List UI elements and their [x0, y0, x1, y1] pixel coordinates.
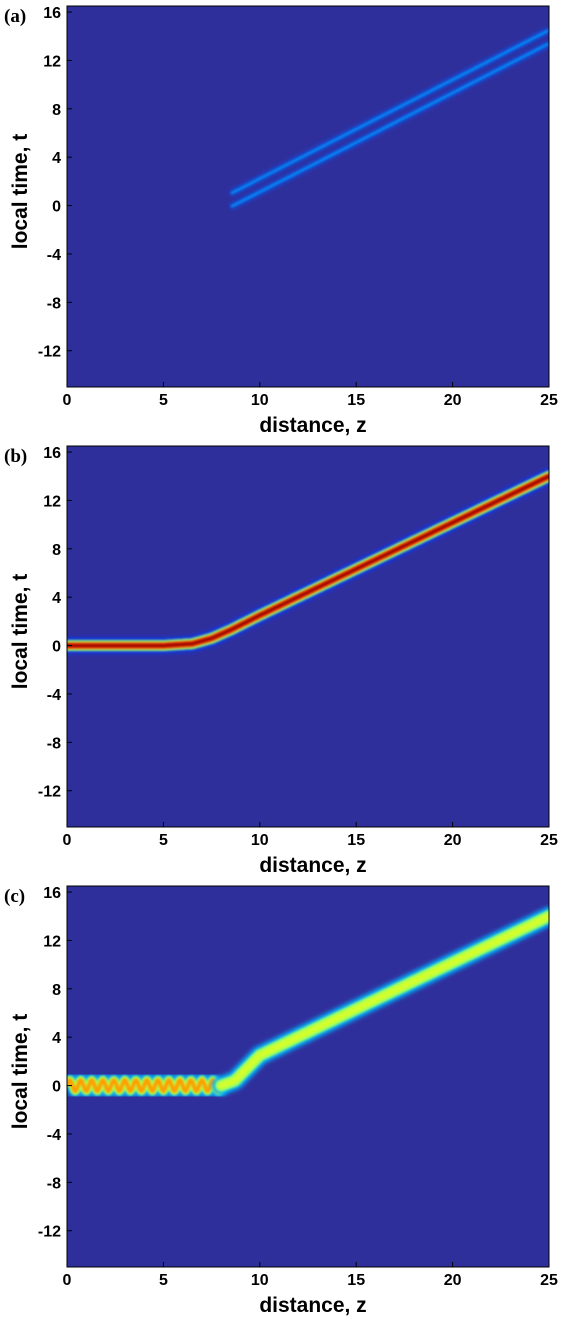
y-tick-label: 16 — [43, 445, 61, 462]
x-tick-label: 10 — [251, 1272, 269, 1289]
x-axis-title: distance, z — [259, 414, 366, 437]
x-tick-label: 15 — [347, 832, 365, 849]
y-tick-label: 0 — [52, 639, 61, 656]
y-axis-title: local time, t — [9, 134, 32, 250]
axes-frame — [66, 885, 550, 1268]
y-tick-label: 8 — [52, 102, 61, 119]
y-tick-label: -12 — [38, 344, 61, 361]
x-tick-label: 5 — [159, 392, 168, 409]
x-tick-label: 15 — [347, 392, 365, 409]
panel-c: 0 5 10 15 20 25 16 12 8 4 0 -4 -8 -12 distance, z local… — [0, 880, 562, 1320]
axes-frame — [66, 445, 550, 828]
panel-a: 0 5 10 15 20 25 16 12 8 4 0 -4 -8 -12 distance, z local… — [0, 0, 562, 440]
y-tick-label: -8 — [47, 735, 61, 752]
x-tick-label: 25 — [540, 392, 558, 409]
heatmap-chart: 0 5 10 15 20 25 16 12 8 4 0 -4 -8 -12 distance, z local… — [4, 445, 558, 877]
x-tick-label: 25 — [540, 832, 558, 849]
y-axis-title: local time, t — [9, 574, 32, 690]
soliton-trace — [212, 907, 549, 1095]
axes-frame — [66, 5, 550, 388]
x-tick-label: 10 — [251, 832, 269, 849]
x-tick-label: 20 — [444, 392, 462, 409]
y-tick-label: 8 — [52, 542, 61, 559]
x-tick-label: 20 — [444, 832, 462, 849]
y-axis-title: local time, t — [9, 1014, 32, 1130]
y-tick-label: 12 — [43, 53, 61, 70]
x-tick-label: 5 — [159, 1272, 168, 1289]
panel-label: (a) — [4, 6, 26, 27]
panel-label: (b) — [4, 446, 27, 467]
y-tick-label: -8 — [47, 1175, 61, 1192]
x-axis-title: distance, z — [259, 1294, 366, 1317]
y-tick-label: 0 — [52, 199, 61, 216]
y-tick-label: 8 — [52, 982, 61, 999]
y-tick-label: 4 — [52, 150, 61, 167]
radiation-trace — [229, 27, 549, 210]
y-tick-label: -4 — [47, 687, 61, 704]
x-tick-label: 0 — [63, 1272, 72, 1289]
panel-b: 0 5 10 15 20 25 16 12 8 4 0 -4 -8 -12 distance, z local… — [0, 440, 562, 880]
y-tick-label: -12 — [38, 1224, 61, 1241]
x-tick-label: 5 — [159, 832, 168, 849]
x-axis-title: distance, z — [259, 854, 366, 877]
y-tick-label: -8 — [47, 295, 61, 312]
heatmap-chart: 0 5 10 15 20 25 16 12 8 4 0 -4 -8 -12 distance, z local… — [4, 5, 558, 437]
x-tick-label: 25 — [540, 1272, 558, 1289]
heatmap-chart: 0 5 10 15 20 25 16 12 8 4 0 -4 -8 -12 distance, z local… — [4, 885, 558, 1317]
y-tick-label: -4 — [47, 247, 61, 264]
y-tick-label: 4 — [52, 1030, 61, 1047]
y-tick-label: 0 — [52, 1079, 61, 1096]
y-tick-label: 4 — [52, 590, 61, 607]
x-tick-label: 0 — [63, 392, 72, 409]
y-tick-label: 16 — [43, 885, 61, 902]
y-tick-label: -4 — [47, 1127, 61, 1144]
y-tick-label: 12 — [43, 933, 61, 950]
y-tick-label: 16 — [43, 5, 61, 22]
x-tick-label: 10 — [251, 392, 269, 409]
oscillating-pulse — [67, 1072, 228, 1099]
soliton-trace — [67, 468, 549, 653]
x-tick-label: 15 — [347, 1272, 365, 1289]
panel-label: (c) — [4, 886, 25, 907]
y-tick-label: 12 — [43, 493, 61, 510]
y-tick-label: -12 — [38, 784, 61, 801]
x-tick-label: 20 — [444, 1272, 462, 1289]
x-tick-label: 0 — [63, 832, 72, 849]
